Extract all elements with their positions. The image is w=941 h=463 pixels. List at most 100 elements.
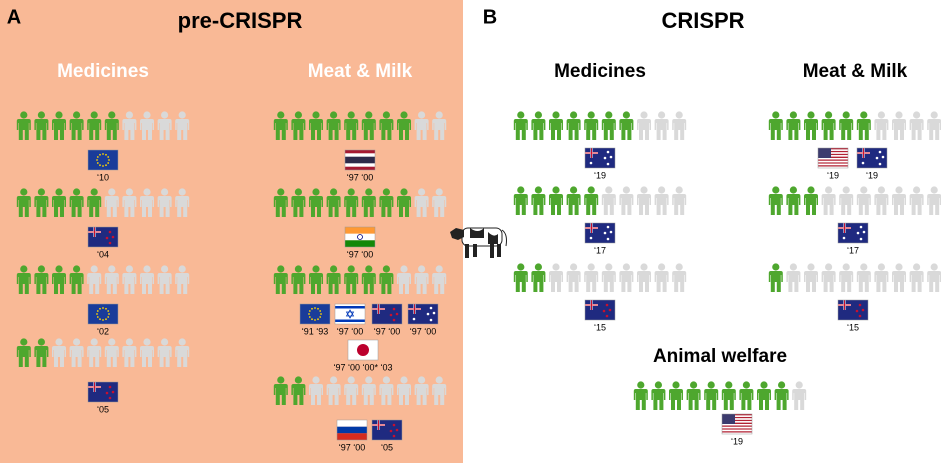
flag-star — [107, 162, 110, 164]
flag-part — [722, 429, 752, 432]
person-head — [143, 111, 151, 119]
flag-part — [722, 431, 752, 433]
flag-star — [861, 308, 865, 312]
person-head — [789, 263, 797, 271]
person-head — [877, 186, 885, 194]
person-head — [108, 265, 116, 273]
flag-star — [314, 319, 316, 321]
flag-part — [818, 159, 848, 161]
person-body — [432, 384, 447, 405]
flag-part — [722, 419, 752, 422]
person-head — [552, 186, 560, 194]
person-green — [531, 263, 546, 292]
person-grey — [654, 111, 669, 140]
flag-border — [584, 147, 616, 169]
flag-star — [96, 316, 99, 318]
person-head — [778, 381, 786, 389]
flag-border — [87, 303, 119, 325]
person-head — [55, 338, 63, 346]
person-head — [807, 263, 815, 271]
person-head — [807, 186, 815, 194]
year-label: ‘19 — [866, 170, 878, 180]
person-body — [909, 271, 924, 292]
flag-part — [818, 150, 848, 153]
people-row — [273, 188, 447, 217]
person-grey — [122, 188, 137, 217]
person-body — [379, 196, 394, 217]
person-head — [825, 263, 833, 271]
flag-star — [603, 231, 607, 235]
person-head — [312, 111, 320, 119]
person-body — [633, 389, 648, 410]
person-head — [365, 111, 373, 119]
person-green — [513, 186, 528, 215]
person-grey — [414, 111, 429, 140]
flag-border — [344, 226, 376, 248]
person-grey — [927, 111, 941, 140]
people-row — [16, 338, 190, 367]
person-body — [672, 271, 687, 292]
flag-star — [102, 165, 104, 167]
person-head — [435, 111, 443, 119]
person-head — [842, 263, 850, 271]
person-body — [513, 194, 528, 215]
person-body — [856, 119, 871, 140]
person-body — [87, 273, 102, 294]
flag-part — [414, 304, 415, 314]
person-head — [312, 265, 320, 273]
person-green — [768, 186, 783, 215]
flag-star — [392, 307, 396, 311]
person-body — [52, 273, 66, 294]
person-head — [534, 186, 542, 194]
person-head — [312, 188, 320, 196]
person-grey — [892, 186, 906, 215]
person-head — [400, 111, 408, 119]
person-grey — [672, 263, 687, 292]
flag — [336, 419, 368, 441]
flag-star — [589, 236, 593, 240]
flag-part — [591, 148, 592, 158]
person-head — [605, 186, 613, 194]
flag-star — [308, 313, 310, 315]
flag-star — [99, 307, 101, 310]
flag-star — [105, 391, 109, 395]
flag-part — [345, 156, 375, 164]
year-label: ‘15 — [847, 322, 859, 332]
person-head — [382, 188, 390, 196]
person-head — [640, 263, 648, 271]
person-head — [570, 186, 578, 194]
person-green — [326, 188, 341, 217]
flag-star — [859, 225, 863, 229]
person-body — [637, 119, 651, 140]
person-body — [34, 346, 49, 367]
person-body — [344, 384, 359, 405]
person-grey — [654, 263, 669, 292]
person-grey — [821, 186, 836, 215]
flag-star — [311, 318, 313, 321]
person-head — [418, 376, 426, 384]
person-grey — [874, 186, 889, 215]
person-head — [143, 265, 151, 273]
person-body — [804, 194, 818, 215]
person-green — [786, 186, 801, 215]
person-body — [273, 273, 288, 294]
flag-star — [875, 156, 879, 160]
person-body — [309, 384, 323, 405]
person-green — [531, 186, 546, 215]
person-head — [930, 111, 938, 119]
person-green — [52, 188, 66, 217]
person-body — [651, 389, 666, 410]
person-body — [874, 194, 889, 215]
flag-star — [412, 317, 416, 321]
person-head — [108, 338, 116, 346]
flag-star — [108, 396, 112, 400]
person-body — [721, 389, 736, 410]
person-head — [125, 338, 133, 346]
person-grey — [566, 263, 581, 292]
flag — [87, 381, 119, 403]
person-body — [397, 119, 411, 140]
person-head — [330, 376, 338, 384]
person-body — [104, 273, 119, 294]
flag-star — [605, 314, 609, 318]
